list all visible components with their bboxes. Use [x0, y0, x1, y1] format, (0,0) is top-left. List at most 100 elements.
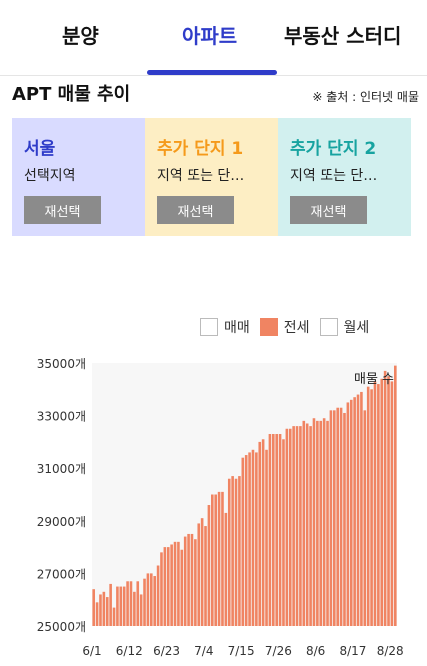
- bar: [353, 397, 356, 626]
- bar: [173, 541, 177, 626]
- reselect-button[interactable]: 재선택: [24, 196, 101, 224]
- bar: [224, 512, 228, 626]
- x-tick-label: 7/15: [228, 644, 255, 658]
- bar: [133, 591, 136, 626]
- bar: [373, 381, 377, 626]
- bar: [227, 478, 231, 626]
- bar: [258, 441, 262, 626]
- bar: [316, 420, 319, 626]
- bar: [285, 428, 289, 626]
- bar: [387, 376, 390, 626]
- bar: [339, 407, 343, 626]
- bar: [207, 505, 211, 626]
- bar: [261, 439, 265, 626]
- bar: [166, 547, 170, 626]
- bar: [102, 591, 106, 626]
- bar: [336, 407, 339, 626]
- bar: [255, 452, 258, 626]
- bar: [319, 420, 323, 626]
- tab-apartment[interactable]: 아파트: [182, 24, 238, 48]
- bar: [211, 494, 214, 626]
- bar: [143, 578, 146, 626]
- tab-real-estate-study[interactable]: 부동산 스터디: [284, 24, 402, 48]
- x-tick-label: 8/6: [306, 644, 325, 658]
- bar: [109, 583, 112, 626]
- legend-swatch: [259, 318, 278, 336]
- bar: [265, 449, 268, 626]
- bar: [217, 491, 221, 626]
- bar: [295, 426, 299, 626]
- bar: [194, 539, 197, 626]
- bar: [329, 410, 333, 626]
- bar: [92, 589, 95, 626]
- legend-label: 전세: [283, 320, 310, 336]
- bar: [221, 491, 224, 626]
- x-tick-label: 6/23: [153, 644, 180, 658]
- bar: [278, 434, 282, 626]
- bar: [305, 423, 309, 626]
- bar: [248, 452, 251, 626]
- divider: [0, 75, 427, 76]
- bar: [363, 410, 367, 626]
- bar: [136, 581, 140, 626]
- bar: [214, 494, 217, 626]
- bar: [105, 597, 109, 626]
- section-title: APT 매물 추이: [12, 84, 131, 105]
- bar: [282, 439, 285, 626]
- bar: [187, 533, 190, 626]
- bar: [112, 607, 116, 626]
- bar: [119, 586, 123, 626]
- bar: [275, 434, 278, 626]
- reselect-button[interactable]: 재선택: [157, 196, 234, 224]
- bar: [160, 552, 163, 626]
- bar: [288, 428, 292, 626]
- card-seoul: 서울 선택지역 재선택: [12, 118, 145, 236]
- bar: [177, 541, 180, 626]
- bar: [366, 386, 370, 626]
- legend-label: 월세: [343, 320, 370, 336]
- y-tick-label: 31000개: [37, 462, 86, 476]
- reselect-button[interactable]: 재선택: [290, 196, 367, 224]
- tab-presale[interactable]: 분양: [62, 24, 99, 48]
- region-cards: 서울 선택지역 재선택 추가 단지 1 지역 또는 단… 재선택 추가 단지 2…: [12, 118, 411, 236]
- x-tick-label: 7/26: [265, 644, 292, 658]
- card-additional-complex-2: 추가 단지 2 지역 또는 단… 재선택: [278, 118, 411, 236]
- legend-item-monthly-rent[interactable]: 월세: [319, 317, 370, 337]
- card-subtitle: 지역 또는 단…: [290, 168, 378, 184]
- legend-item-jeonse[interactable]: 전세: [259, 317, 310, 337]
- bar: [116, 586, 119, 626]
- bar: [377, 384, 380, 626]
- card-title: 추가 단지 2: [290, 139, 377, 159]
- bar: [346, 402, 350, 626]
- x-tick-label: 6/12: [116, 644, 143, 658]
- bar: [326, 420, 329, 626]
- bar: [139, 594, 143, 626]
- bar: [251, 449, 255, 626]
- x-tick-label: 8/17: [339, 644, 366, 658]
- chart-legend: 매매 전세 월세: [200, 315, 379, 339]
- bar: [234, 478, 238, 626]
- chart-annotation: 매물 수: [354, 372, 394, 387]
- card-subtitle: 선택지역: [24, 168, 76, 184]
- legend-swatch: [319, 318, 338, 336]
- legend-label: 매매: [224, 320, 250, 336]
- legend-item-sale[interactable]: 매매: [200, 317, 250, 337]
- bar: [312, 418, 316, 626]
- bar: [129, 581, 133, 626]
- card-additional-complex-1: 추가 단지 1 지역 또는 단… 재선택: [145, 118, 278, 236]
- bar: [204, 526, 207, 626]
- bar: [360, 391, 363, 626]
- bar: [156, 565, 160, 626]
- bar: [394, 365, 397, 626]
- legend-swatch: [200, 318, 218, 336]
- bar: [238, 476, 241, 626]
- bar: [380, 378, 384, 626]
- bar: [163, 547, 167, 626]
- bar: [349, 399, 353, 626]
- bar: [292, 426, 295, 626]
- bar: [146, 573, 150, 626]
- top-navigation: 분양 아파트 부동산 스터디: [0, 0, 427, 75]
- y-tick-label: 25000개: [37, 620, 86, 634]
- bar: [356, 394, 360, 626]
- active-tab-indicator: [147, 70, 277, 75]
